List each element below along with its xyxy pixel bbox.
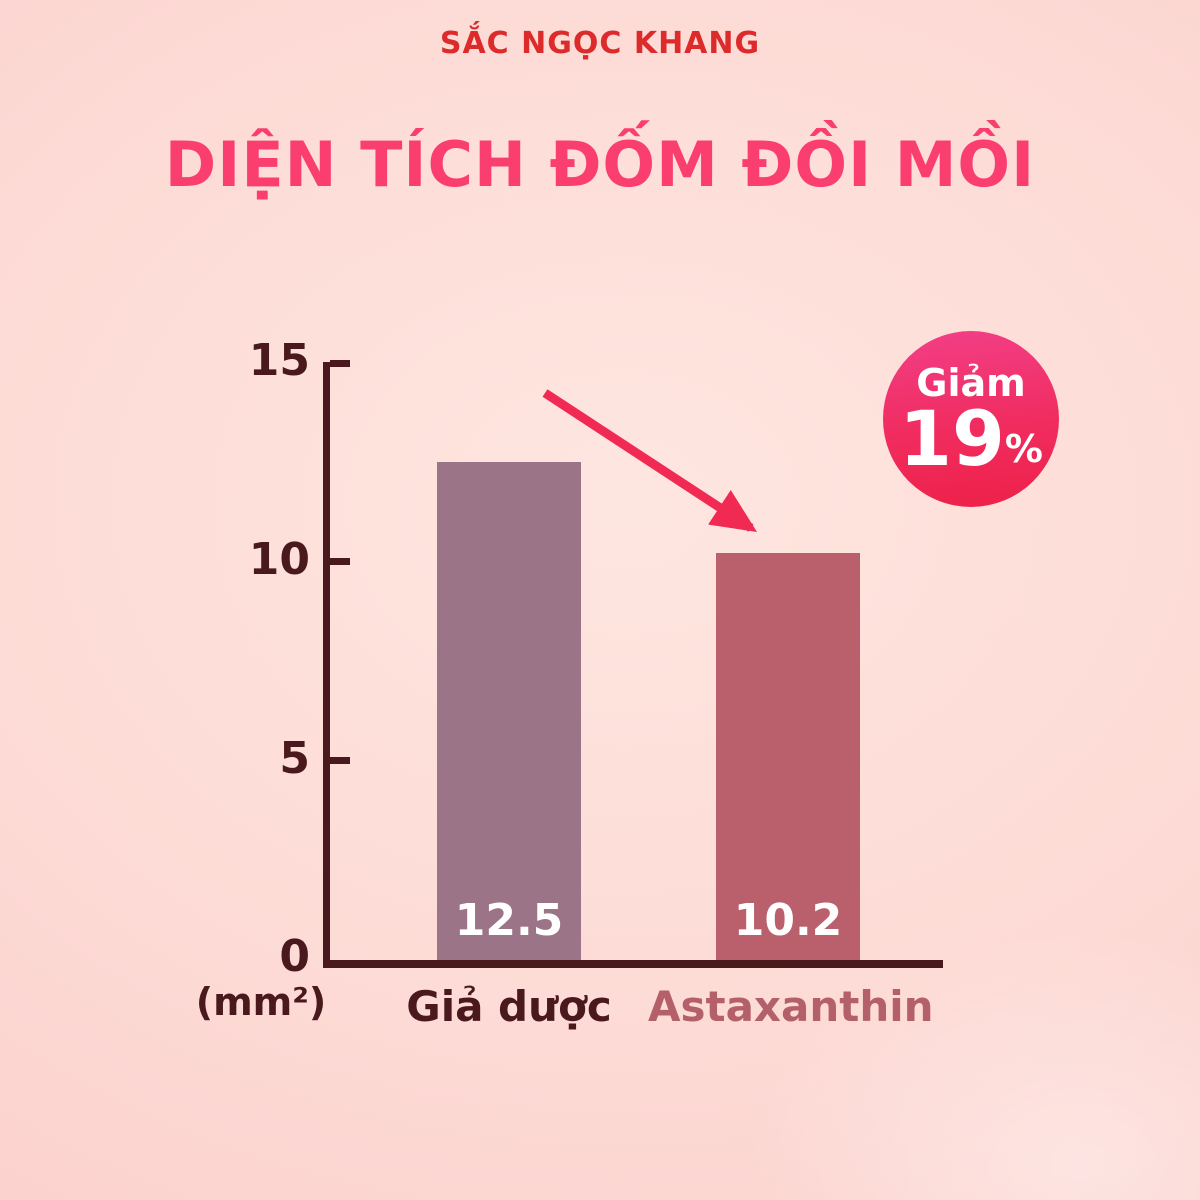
y-tick-label-10: 10 xyxy=(248,534,310,585)
bar-value-placebo: 12.5 xyxy=(454,895,564,946)
y-tick-label-15: 15 xyxy=(248,335,310,386)
bar-placebo: 12.5 xyxy=(437,461,581,960)
bar-value-astaxanthin: 10.2 xyxy=(733,895,843,946)
y-axis-tick-5 xyxy=(330,757,350,764)
bar-astaxanthin: 10.2 xyxy=(716,553,860,960)
reduction-badge: Giảm 19 % xyxy=(883,331,1059,507)
y-axis-unit-label: (mm²) xyxy=(195,980,327,1024)
y-axis-tick-15 xyxy=(330,360,350,367)
chart-title: DIỆN TÍCH ĐỐM ĐỒI MỒI xyxy=(164,128,1036,201)
badge-value-row: 19 % xyxy=(899,401,1043,477)
x-axis-label-astaxanthin: Astaxanthin xyxy=(648,982,934,1031)
y-tick-label-0: 0 xyxy=(279,931,310,982)
x-axis-label-placebo: Giả dược xyxy=(406,982,612,1031)
badge-label: Giảm xyxy=(916,361,1026,405)
badge-percent-sign: % xyxy=(1004,427,1043,471)
decrease-arrow-icon xyxy=(523,376,793,556)
brand-logo-text: SẮC NGỌC KHANG xyxy=(439,26,761,61)
y-tick-label-5: 5 xyxy=(279,733,310,784)
plot-area: 12.5 10.2 xyxy=(323,360,943,968)
y-axis-tick-10 xyxy=(330,558,350,565)
badge-value: 19 xyxy=(899,394,1005,483)
